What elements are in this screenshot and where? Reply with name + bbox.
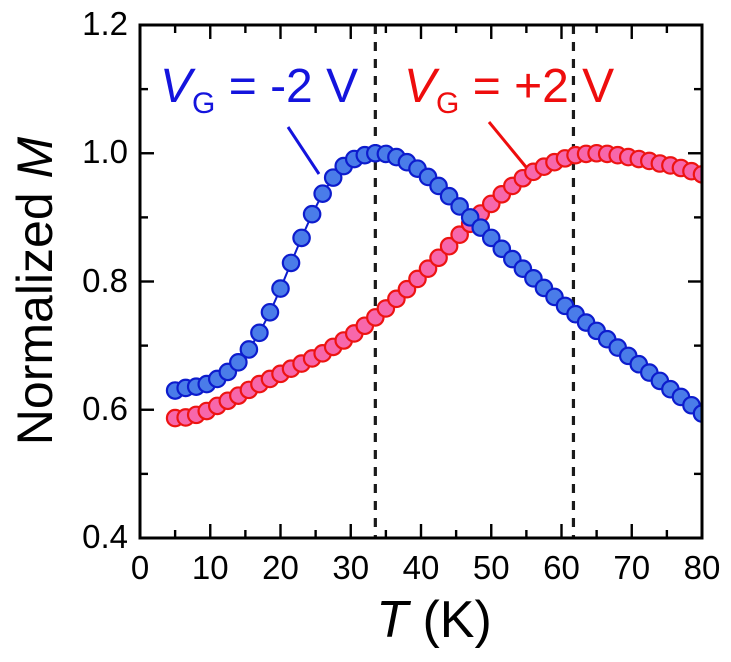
x-tick-label: 80	[683, 549, 721, 586]
data-point-marker	[292, 228, 311, 248]
data-point-marker	[450, 197, 469, 216]
x-tick-label: 0	[130, 549, 150, 586]
data-point-marker	[323, 168, 343, 187]
y-axis-label: Normalized M	[6, 137, 64, 445]
x-axis-label-text: (K)	[408, 591, 492, 649]
annotation-callout-line	[487, 121, 528, 168]
plot-frame	[138, 23, 704, 540]
annotation-value: = +2 V	[459, 60, 615, 113]
data-point-marker	[250, 323, 269, 343]
y-tick-label: 1.2	[82, 5, 128, 43]
x-tick-label: 30	[332, 549, 370, 586]
y-axis-label-text: Normalized	[7, 178, 63, 446]
data-point-marker	[313, 184, 332, 203]
data-point-marker	[281, 253, 301, 273]
series-vg-plus-2v	[165, 143, 702, 428]
annotation-v-symbol: V	[160, 60, 193, 113]
y-tick-label: 0.4	[82, 518, 128, 556]
x-tick-label: 20	[262, 549, 299, 586]
y-tick-label: 0.8	[82, 261, 128, 299]
annotation-vg-plus-2v: VG = +2 V	[404, 60, 615, 120]
x-tick-label: 60	[543, 549, 580, 586]
data-point-marker	[481, 228, 501, 248]
data-point-marker	[302, 204, 322, 224]
series-vg-minus-2v	[165, 143, 702, 423]
annotation-subscript: G	[436, 87, 460, 120]
x-axis-label-symbol: T	[376, 591, 408, 649]
data-point-marker	[429, 248, 448, 268]
annotation-vg-minus-2v: VG = -2 V	[160, 60, 359, 120]
x-tick-label: 70	[613, 549, 651, 586]
y-tick-label: 1.0	[82, 133, 128, 171]
data-point-marker	[260, 302, 280, 322]
data-point-marker	[239, 340, 259, 359]
annotation-v-symbol: V	[404, 60, 437, 113]
annotation-callout-line	[286, 126, 321, 175]
y-tick-label: 0.6	[82, 389, 128, 427]
x-tick-label: 40	[402, 549, 440, 586]
x-tick-label: 10	[191, 549, 229, 586]
data-point-marker	[450, 225, 469, 244]
x-tick-label: 50	[472, 549, 510, 586]
x-axis-label: T (K)	[376, 590, 492, 650]
annotation-value: = -2 V	[215, 60, 359, 113]
y-axis-label-symbol: M	[7, 136, 63, 179]
annotation-subscript: G	[192, 87, 216, 120]
data-point-marker	[229, 352, 248, 372]
data-point-marker	[439, 236, 459, 256]
data-point-marker	[271, 279, 290, 298]
data-point-marker	[418, 259, 438, 278]
